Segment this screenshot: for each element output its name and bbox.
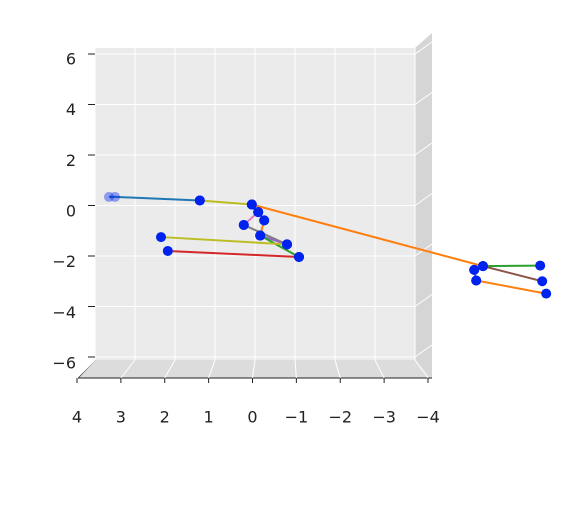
y-tick-label: −6	[52, 354, 76, 373]
segment	[251, 203, 484, 268]
y-tick-label: 0	[66, 202, 76, 221]
grid-line	[414, 92, 433, 105]
joint	[259, 215, 270, 226]
grid-line	[252, 359, 256, 379]
joint	[537, 276, 548, 287]
grid-line	[374, 359, 385, 379]
y-tick-label: −4	[52, 303, 76, 322]
grid-line	[120, 359, 136, 379]
joint	[282, 239, 292, 250]
segment	[482, 264, 541, 268]
floor	[78, 360, 432, 378]
joint	[469, 264, 480, 275]
segment	[109, 195, 200, 202]
x-tick-label: 2	[160, 408, 170, 427]
x-tick-label: 3	[116, 408, 126, 427]
joint	[294, 252, 304, 263]
grid-line	[414, 142, 433, 156]
joint	[471, 275, 482, 286]
joint	[255, 230, 266, 241]
x-tick-label: 4	[72, 408, 82, 427]
joint	[110, 191, 120, 202]
segment	[259, 234, 300, 258]
grid-line	[414, 41, 433, 55]
segment	[476, 279, 547, 295]
grid-line	[294, 359, 297, 379]
segment	[482, 265, 543, 283]
grid-line	[414, 359, 429, 379]
x-tick-label: −4	[416, 408, 440, 427]
segment	[199, 199, 252, 206]
x-tick-label: −3	[372, 408, 396, 427]
grid-line	[164, 359, 176, 379]
joint	[253, 207, 264, 218]
joint	[156, 232, 166, 243]
joint	[246, 199, 257, 210]
joint	[478, 261, 488, 272]
side-wall	[415, 33, 432, 378]
joint	[162, 245, 173, 256]
x-tick-label: 0	[247, 408, 257, 427]
y-tick-label: −2	[52, 252, 76, 271]
x-tick-label: −1	[285, 408, 309, 427]
y-tick-label: 6	[66, 50, 76, 69]
joint	[541, 288, 552, 299]
segment	[167, 249, 300, 259]
joint	[238, 219, 249, 230]
x-tick-label: 1	[204, 408, 214, 427]
y-tick-label: 4	[66, 100, 76, 119]
joint	[104, 191, 114, 202]
grid-line	[414, 294, 433, 307]
joint	[535, 260, 546, 271]
grid-line	[334, 359, 341, 379]
x-tick-label: −2	[328, 408, 352, 427]
grid-line	[414, 193, 433, 206]
joint	[194, 195, 205, 206]
grid-line	[414, 344, 433, 358]
grid-line	[208, 359, 216, 379]
segment	[160, 236, 288, 246]
y-tick-label: 2	[66, 151, 76, 170]
grid-line	[76, 359, 96, 379]
